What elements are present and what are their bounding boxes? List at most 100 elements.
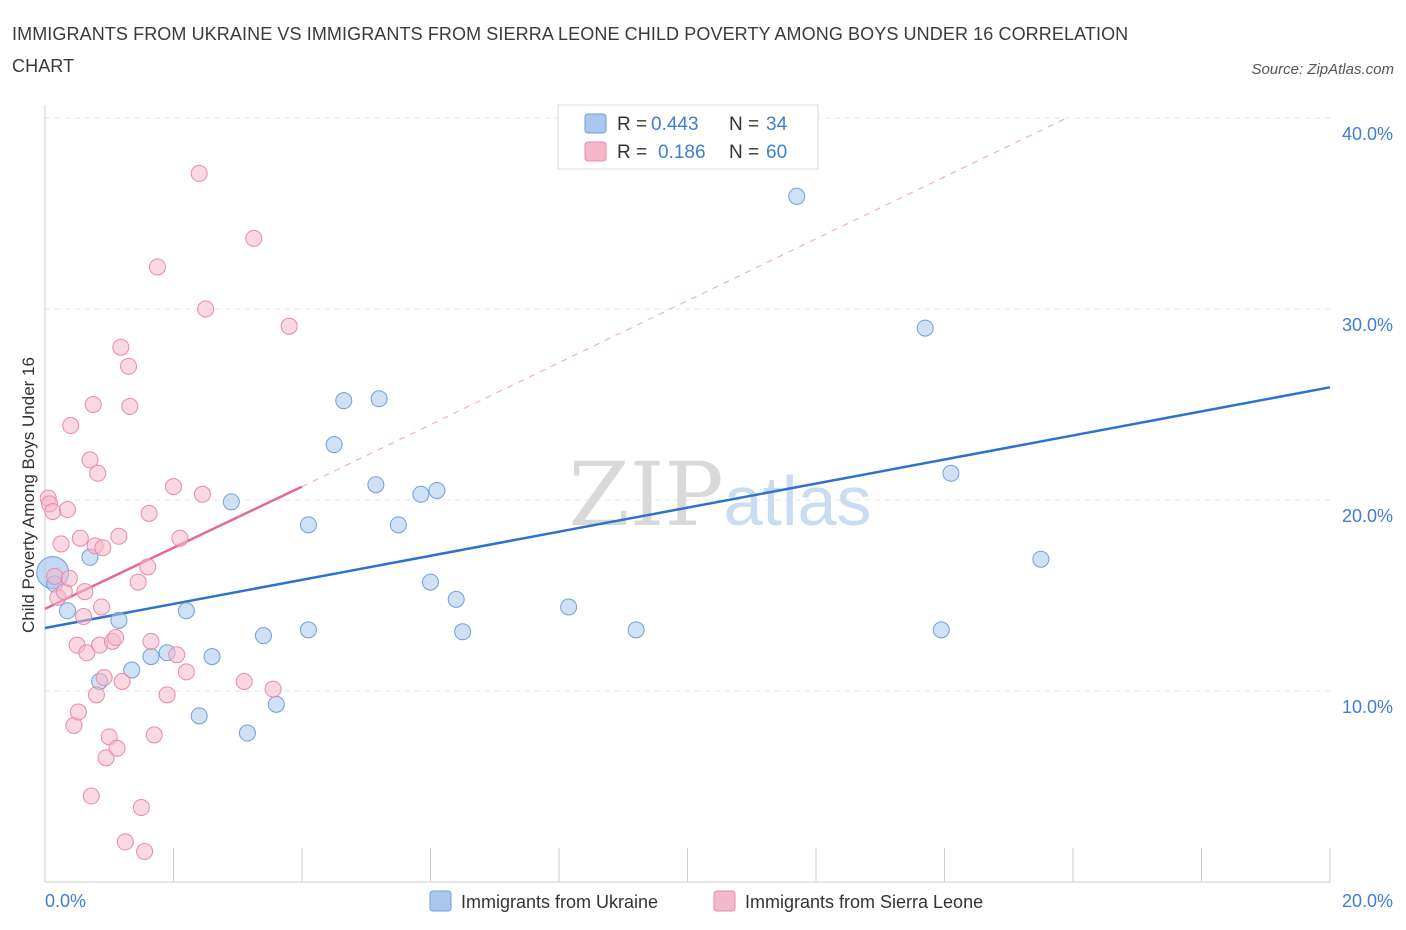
point-sierra-leone xyxy=(264,680,282,698)
chart-title: IMMIGRANTS FROM UKRAINE VS IMMIGRANTS FR… xyxy=(12,24,1129,76)
point-ukraine xyxy=(254,627,272,645)
point-ukraine xyxy=(1032,550,1050,568)
point-sierra-leone xyxy=(71,529,89,547)
point-sierra-leone xyxy=(76,583,94,601)
point-ukraine xyxy=(627,621,645,639)
point-ukraine xyxy=(447,590,465,608)
y-tick-label: 40.0% xyxy=(1342,124,1393,144)
point-sierra-leone xyxy=(81,451,99,469)
point-sierra-leone xyxy=(136,842,154,860)
trend-line-sierra-leone-extrapolated xyxy=(301,117,1067,488)
point-sierra-leone xyxy=(82,787,100,805)
point-sierra-leone xyxy=(129,573,147,591)
point-sierra-leone xyxy=(142,632,160,650)
point-sierra-leone xyxy=(94,539,112,557)
legend-r-value: 0.186 xyxy=(658,142,706,163)
y-tick-label: 10.0% xyxy=(1342,697,1393,717)
point-sierra-leone xyxy=(145,726,163,744)
point-ukraine xyxy=(110,611,128,629)
point-sierra-leone xyxy=(97,749,115,767)
point-sierra-leone xyxy=(58,501,76,519)
watermark-zip: ZIP xyxy=(569,443,724,546)
point-ukraine xyxy=(454,623,472,641)
point-ukraine xyxy=(916,319,934,337)
point-sierra-leone xyxy=(89,464,107,482)
point-ukraine xyxy=(58,602,76,620)
point-ukraine xyxy=(142,648,160,666)
legend-n-label: N = xyxy=(729,114,759,135)
point-sierra-leone xyxy=(165,478,182,496)
y-tick-label: 20.0% xyxy=(1342,506,1393,526)
point-sierra-leone xyxy=(158,686,176,704)
x-tick-label: 0.0% xyxy=(45,891,86,911)
point-sierra-leone xyxy=(120,357,138,375)
series-legend: Immigrants from Ukraine Immigrants from … xyxy=(429,890,983,912)
legend-swatch-sierra-leone xyxy=(584,141,607,162)
point-sierra-leone xyxy=(148,258,166,276)
series-legend-label-ukraine: Immigrants from Ukraine xyxy=(461,892,658,912)
legend-n-label: N = xyxy=(729,142,759,163)
data-points xyxy=(36,164,1050,860)
point-ukraine xyxy=(932,621,950,639)
point-ukraine xyxy=(412,485,430,503)
point-sierra-leone xyxy=(121,397,139,415)
trend-lines xyxy=(44,117,1331,630)
point-sierra-leone xyxy=(132,799,150,817)
chart-source: Source: ZipAtlas.com xyxy=(1251,61,1394,78)
point-ukraine xyxy=(267,695,285,713)
point-sierra-leone xyxy=(95,669,113,687)
point-sierra-leone xyxy=(62,417,80,435)
point-sierra-leone xyxy=(78,644,96,662)
point-sierra-leone xyxy=(110,527,128,545)
point-sierra-leone xyxy=(116,833,134,851)
tick-labels: 10.0% 20.0% 30.0% 40.0% 0.0% 20.0% xyxy=(45,124,1393,911)
point-ukraine xyxy=(222,493,240,511)
point-sierra-leone xyxy=(113,672,131,690)
point-ukraine xyxy=(203,648,221,666)
point-ukraine xyxy=(325,436,343,454)
series-legend-label-sierra-leone: Immigrants from Sierra Leone xyxy=(745,892,983,912)
point-sierra-leone xyxy=(193,485,211,503)
point-ukraine xyxy=(428,481,446,499)
point-ukraine xyxy=(788,187,806,205)
point-sierra-leone xyxy=(52,535,70,553)
point-sierra-leone xyxy=(245,229,263,247)
trend-line-ukraine xyxy=(44,386,1331,630)
point-ukraine xyxy=(422,573,439,591)
point-ukraine xyxy=(190,707,208,725)
legend-r-label: R = xyxy=(617,114,647,135)
legend-n-value: 60 xyxy=(766,142,787,163)
legend-r-label: R = xyxy=(617,142,647,163)
point-sierra-leone xyxy=(140,504,158,522)
point-sierra-leone xyxy=(177,663,195,681)
grid-lines xyxy=(45,117,1330,692)
series-legend-swatch-ukraine xyxy=(429,890,452,912)
point-ukraine xyxy=(560,598,578,616)
legend-r-value: 0.443 xyxy=(651,114,699,135)
series-legend-swatch-sierra-leone xyxy=(713,890,736,912)
point-ukraine xyxy=(299,621,317,639)
point-ukraine xyxy=(177,602,195,620)
point-sierra-leone xyxy=(235,672,253,690)
point-sierra-leone xyxy=(107,629,125,647)
y-axis-label: Child Poverty Among Boys Under 16 xyxy=(19,357,38,633)
point-ukraine xyxy=(389,516,407,534)
point-sierra-leone xyxy=(75,608,93,626)
legend-n-value: 34 xyxy=(766,114,788,135)
point-sierra-leone xyxy=(280,317,298,335)
point-sierra-leone xyxy=(93,598,111,616)
point-sierra-leone xyxy=(139,558,157,576)
point-ukraine xyxy=(123,661,141,679)
point-ukraine xyxy=(367,476,385,494)
point-sierra-leone xyxy=(112,338,130,356)
point-sierra-leone xyxy=(190,164,208,182)
point-sierra-leone xyxy=(69,703,87,721)
x-tick-label: 20.0% xyxy=(1342,891,1393,911)
point-ukraine xyxy=(238,724,256,742)
point-sierra-leone xyxy=(87,686,105,704)
axes xyxy=(44,105,1331,883)
point-sierra-leone xyxy=(46,567,64,585)
point-ukraine xyxy=(942,464,960,482)
point-sierra-leone xyxy=(84,396,102,413)
point-ukraine xyxy=(370,390,388,408)
